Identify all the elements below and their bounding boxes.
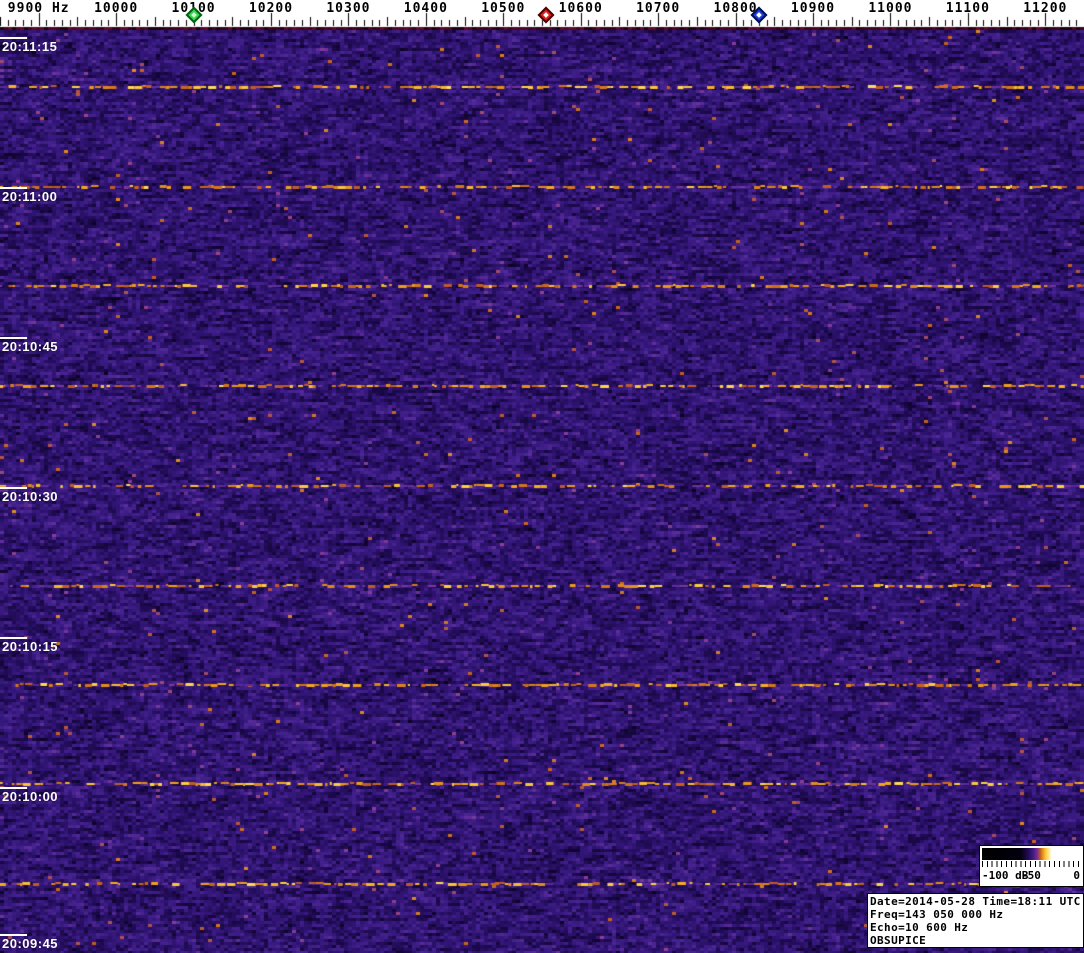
freq-tick-label: 10900 [790, 1, 836, 16]
time-tick [0, 934, 27, 936]
color-scale-labels: -100 dB -50 0 [982, 869, 1080, 883]
info-freq-line: Freq=143 050 000 Hz [870, 908, 1004, 921]
freq-tick-label: 10000 [94, 1, 139, 16]
scale-label-max: 0 [1073, 869, 1080, 882]
freq-tick-label: 10200 [248, 1, 294, 16]
time-label: 20:11:00 [2, 189, 58, 204]
time-tick [0, 637, 27, 639]
freq-tick-label: 10500 [481, 1, 526, 16]
freq-tick-label: 10300 [326, 1, 371, 16]
freq-tick-label: 11200 [1023, 1, 1068, 16]
color-scale-ticks [982, 861, 1080, 867]
marker-red-diamond-icon[interactable] [537, 6, 555, 24]
freq-tick-label: 11100 [945, 1, 990, 16]
time-tick [0, 337, 27, 339]
color-scale-legend: -100 dB -50 0 [979, 845, 1084, 887]
color-scale-gradient [982, 848, 1079, 860]
freq-tick-label: 10800 [713, 1, 758, 16]
time-label: 20:10:45 [2, 339, 59, 354]
time-tick [0, 187, 27, 189]
freq-tick-label: 11000 [868, 1, 913, 16]
scale-label-min: -100 dB [982, 869, 1029, 882]
freq-tick-label: 10400 [403, 1, 448, 16]
freq-tick-label: 10600 [558, 1, 603, 16]
scale-label-mid: -50 [1021, 869, 1041, 882]
info-echo-line: Echo=10 600 Hz [870, 921, 969, 934]
marker-center-dot [755, 12, 762, 18]
marker-center-dot [190, 12, 197, 18]
freq-tick-label: 10700 [636, 1, 681, 16]
info-station-line: OBSUPICE [870, 934, 927, 947]
time-axis: 20:11:15 20:11:00 20:10:45 20:10:30 20:10:15… [0, 0, 200, 953]
observation-info-box: Date=2014-05-28 Time=18:11 UTC Freq=143 … [867, 893, 1084, 948]
time-tick [0, 787, 27, 789]
time-label: 20:10:15 [2, 639, 59, 654]
time-label: 20:10:30 [2, 489, 59, 504]
time-tick [0, 37, 27, 39]
time-label: 20:09:45 [2, 936, 59, 951]
freq-tick-label: 9900 Hz [7, 1, 70, 16]
time-tick [0, 487, 27, 489]
info-date-line: Date=2014-05-28 Time=18:11 UTC [870, 895, 1081, 908]
marker-center-dot [543, 12, 549, 18]
time-label: 20:10:00 [2, 789, 59, 804]
frequency-ruler: 9900 Hz100001010010200103001040010500106… [0, 0, 1084, 27]
time-label: 20:11:15 [2, 39, 58, 54]
